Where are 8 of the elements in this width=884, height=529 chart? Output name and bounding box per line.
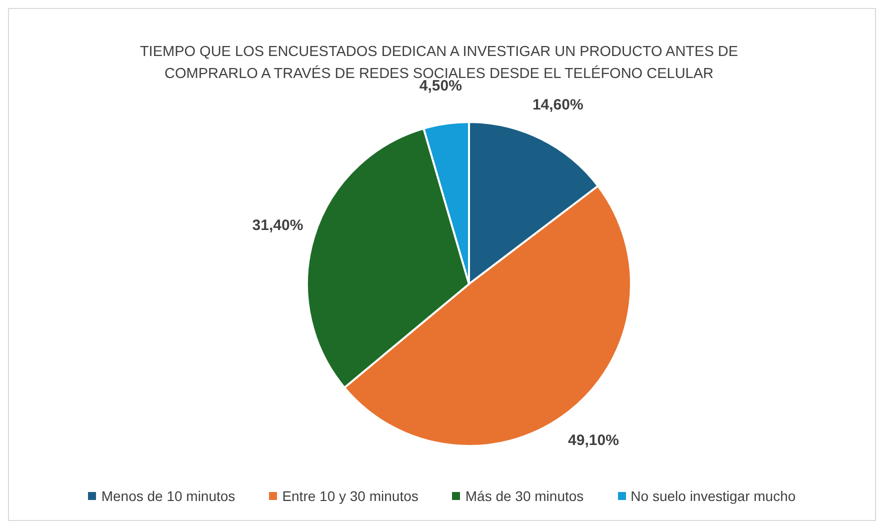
legend-label: Más de 30 minutos: [464, 488, 584, 504]
data-label: 14,60%: [532, 96, 584, 114]
legend-label: Menos de 10 minutos: [100, 488, 236, 504]
data-label: 31,40%: [252, 217, 304, 234]
legend-label: Entre 10 y 30 minutos: [281, 488, 418, 504]
legend-label: No suelo investigar mucho: [630, 488, 796, 504]
data-label: 49,10%: [568, 432, 619, 450]
data-label: 4,50%: [419, 78, 462, 95]
